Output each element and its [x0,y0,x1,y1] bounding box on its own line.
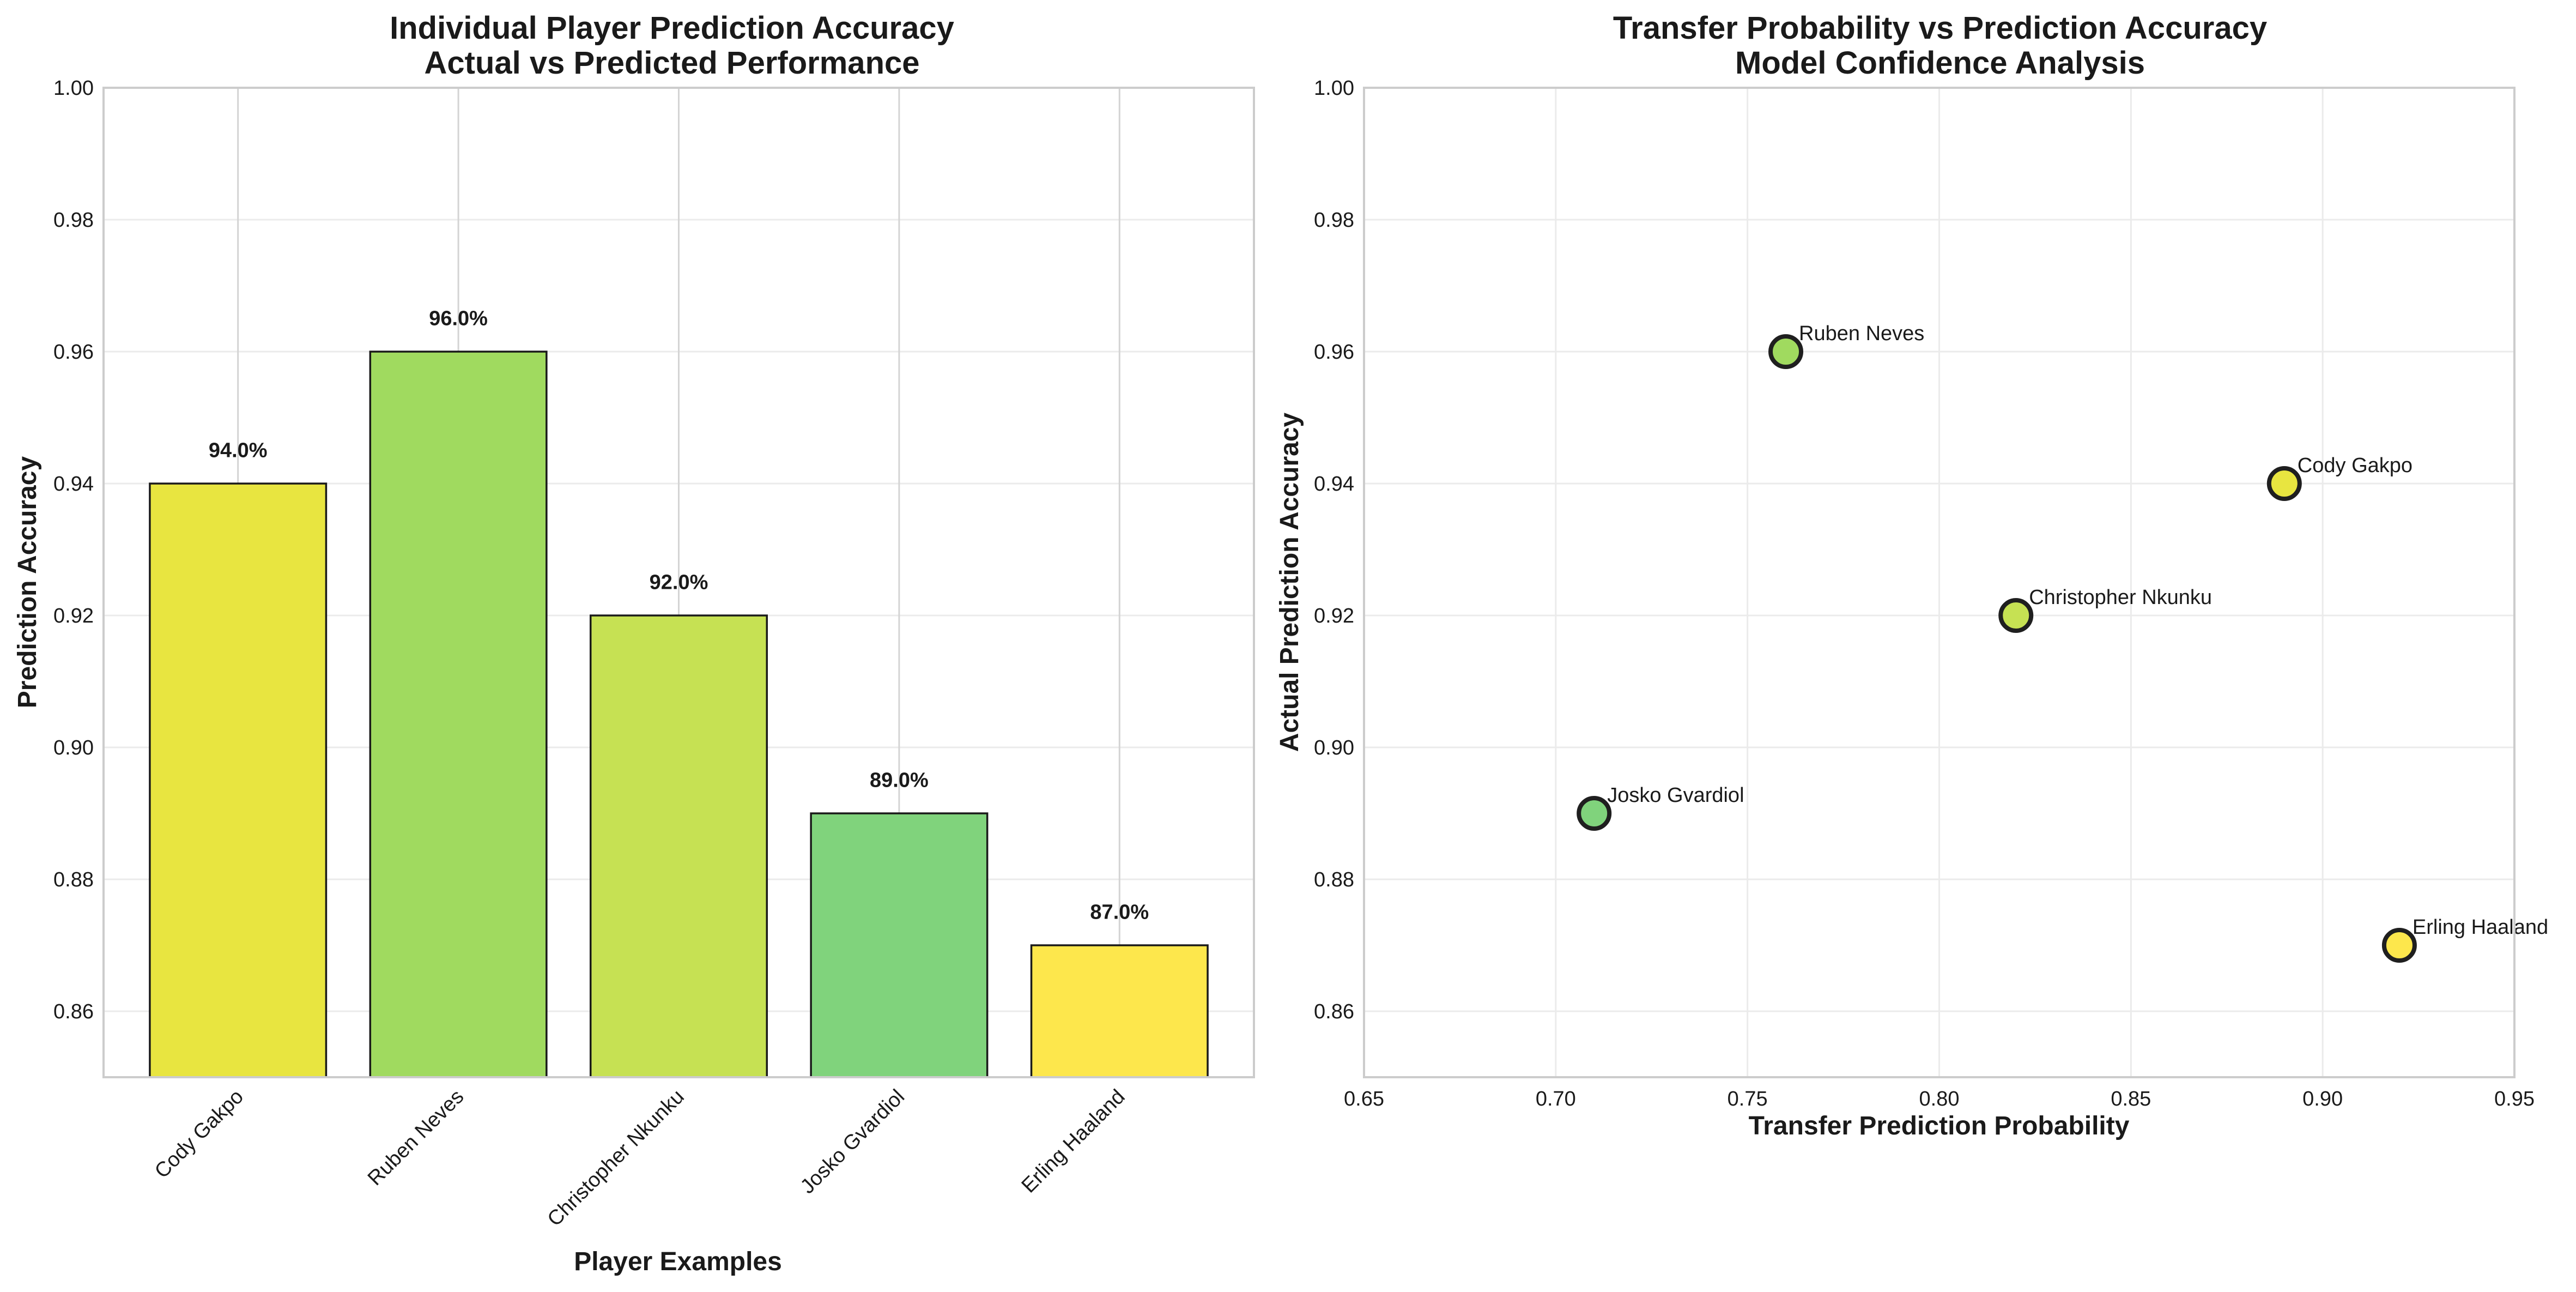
scatter-chart-y-tick-label: 0.98 [1314,209,1354,232]
bar-chart-y-tick-label: 0.96 [53,341,94,364]
bar-data-label: 87.0% [1090,901,1149,924]
scatter-chart-y-tick-label: 1.00 [1314,77,1354,100]
scatter-chart-x-ticks: 0.65 0.70 0.75 0.80 0.85 0.90 0.95 [1344,1088,2535,1110]
bar-chart-y-tick-label: 0.90 [53,736,94,759]
scatter-point [2381,928,2417,963]
bar [1030,944,1209,1078]
scatter-chart-y-tick-label: 0.90 [1314,736,1354,759]
scatter-point-label: Josko Gvardiol [1607,784,1744,807]
scatter-chart-x-tick-label: 0.85 [2111,1088,2151,1110]
bar [589,614,768,1078]
bar-chart-title-line1: Individual Player Prediction Accuracy [390,10,954,46]
bar-chart-frame [102,87,1255,1078]
scatter-chart-y-axis-label: Actual Prediction Accuracy [1275,412,1304,752]
scatter-chart-x-axis-label: Transfer Prediction Probability [1749,1112,2130,1140]
scatter-chart: Transfer Probability vs Prediction Accur… [1275,10,2548,1140]
bar-chart-y-tick-label: 0.86 [53,1000,94,1023]
bar-chart-y-axis-label: Prediction Accuracy [13,456,42,709]
scatter-point [1998,598,2034,633]
scatter-chart-title-line2: Model Confidence Analysis [1735,45,2145,81]
bar-chart-y-ticks: 0.86 0.88 0.90 0.92 0.94 0.96 0.98 1.00 [53,77,94,1023]
scatter-chart-x-tick-label: 0.80 [1919,1088,1960,1110]
bar-chart-y-tick-label: 0.88 [53,868,94,891]
scatter-point-label: Cody Gakpo [2298,454,2413,477]
bar-chart-y-tick-label: 0.92 [53,605,94,627]
scatter-chart-x-tick-label: 0.75 [1728,1088,1768,1110]
scatter-chart-y-tick-label: 0.92 [1314,605,1354,627]
bar-chart-y-tick-label: 0.94 [53,473,94,496]
bar-data-label: 92.0% [650,571,708,594]
scatter-chart-x-tick-label: 0.70 [1536,1088,1576,1110]
scatter-chart-x-tick-label: 0.65 [1344,1088,1384,1110]
bar-chart-x-tick-label: Ruben Neves [363,1085,469,1191]
bar-chart-x-tick-label: Josko Gvardiol [796,1085,909,1198]
scatter-chart-y-tick-label: 0.86 [1314,1000,1354,1023]
bar-chart-bars [149,351,1209,1078]
bar-chart-data-labels: 94.0% 96.0% 92.0% 89.0% 87.0% [209,307,1149,924]
scatter-chart-y-tick-label: 0.88 [1314,868,1354,891]
bar-chart-x-tick-label: Cody Gakpo [150,1085,248,1183]
bar-chart-x-axis-label: Player Examples [574,1247,782,1276]
bar [149,482,328,1078]
scatter-chart-x-tick-label: 0.95 [2494,1088,2535,1110]
bar-chart-y-tick-label: 1.00 [53,77,94,100]
bar-chart-y-tick-label: 0.98 [53,209,94,232]
scatter-chart-frame [1363,87,2516,1078]
bar-chart-x-ticks: Cody Gakpo Ruben Neves Christopher Nkunku J… [150,1085,1130,1231]
bar-chart-x-tick-label: Christopher Nkunku [543,1085,689,1231]
bar [810,812,989,1078]
scatter-point [2266,466,2302,501]
scatter-chart-y-tick-label: 0.94 [1314,473,1354,496]
bar-data-label: 94.0% [209,439,268,462]
bar-data-label: 89.0% [870,769,929,792]
scatter-chart-y-ticks: 0.86 0.88 0.90 0.92 0.94 0.96 0.98 1.00 [1314,77,1354,1023]
scatter-point-label: Ruben Neves [1799,322,1924,345]
scatter-point-label: Christopher Nkunku [2029,586,2212,609]
bar [369,351,548,1078]
bar-chart-x-tick-label: Erling Haaland [1017,1085,1130,1198]
bar-data-label: 96.0% [429,307,488,330]
scatter-chart-point-labels: Cody Gakpo Ruben Neves Christopher Nkunku J… [1607,322,2548,939]
scatter-point [1577,796,1612,831]
bar-chart-title-line2: Actual vs Predicted Performance [424,45,919,81]
scatter-chart-points [1577,334,2417,963]
scatter-chart-x-tick-label: 0.90 [2302,1088,2343,1110]
bar-chart: Individual Player Prediction Accuracy Ac… [13,10,1255,1276]
scatter-point-label: Erling Haaland [2413,916,2548,939]
scatter-chart-title-line1: Transfer Probability vs Prediction Accur… [1613,10,2267,46]
scatter-point [1768,334,1804,369]
scatter-chart-y-tick-label: 0.96 [1314,341,1354,364]
